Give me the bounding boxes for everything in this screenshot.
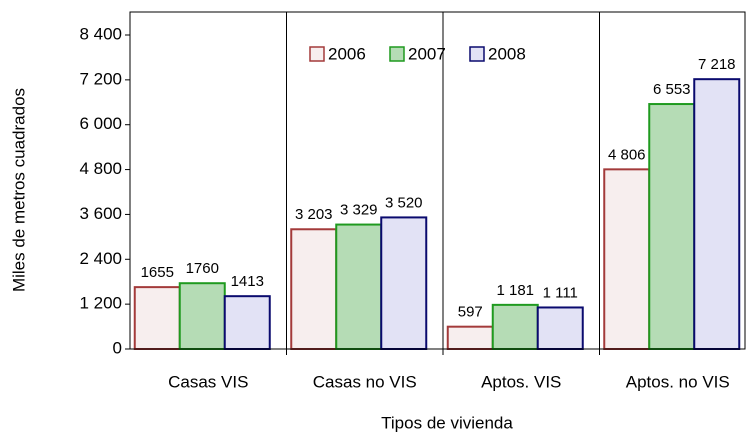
bar bbox=[536, 306, 584, 350]
y-tick-label: 8 400 bbox=[79, 24, 122, 43]
bar bbox=[693, 78, 741, 350]
value-label: 3 520 bbox=[385, 194, 423, 211]
value-label: 1 181 bbox=[496, 282, 534, 299]
value-label: 3 329 bbox=[340, 202, 378, 219]
y-tick-label: 6 000 bbox=[79, 114, 122, 133]
value-label: 1760 bbox=[186, 260, 219, 277]
bar bbox=[223, 295, 271, 351]
y-axis-title: Miles de metros cuadrados bbox=[9, 88, 28, 292]
legend-swatch bbox=[309, 46, 325, 62]
value-label: 1655 bbox=[141, 264, 174, 281]
value-label: 3 203 bbox=[295, 206, 333, 223]
y-tick-label: 3 600 bbox=[79, 204, 122, 223]
x-tick-label: Aptos. VIS bbox=[481, 372, 561, 391]
bar bbox=[603, 168, 651, 350]
bar bbox=[133, 286, 181, 350]
bar bbox=[178, 282, 226, 351]
x-tick-label: Casas no VIS bbox=[313, 372, 417, 391]
x-tick-label: Casas VIS bbox=[168, 372, 248, 391]
y-tick-label: 4 800 bbox=[79, 159, 122, 178]
legend-label: 2007 bbox=[408, 44, 446, 63]
y-tick-label: 1 200 bbox=[79, 294, 122, 313]
x-axis-title: Tipos de vivienda bbox=[381, 413, 513, 432]
value-label: 1413 bbox=[231, 273, 264, 290]
bar bbox=[648, 103, 696, 350]
legend-swatch bbox=[469, 46, 485, 62]
bar bbox=[290, 228, 338, 351]
legend-label: 2008 bbox=[488, 44, 526, 63]
bar bbox=[335, 223, 383, 350]
bar bbox=[380, 216, 428, 350]
value-label: 1 111 bbox=[543, 284, 578, 301]
bar bbox=[446, 325, 494, 350]
x-tick-label: Aptos. no VIS bbox=[626, 372, 730, 391]
y-tick-label: 2 400 bbox=[79, 249, 122, 268]
value-label: 597 bbox=[458, 304, 483, 321]
value-label: 6 553 bbox=[653, 81, 691, 98]
value-label: 7 218 bbox=[698, 56, 736, 73]
bar bbox=[491, 303, 539, 350]
y-tick-label: 7 200 bbox=[79, 69, 122, 88]
legend-swatch bbox=[389, 46, 405, 62]
value-label: 4 806 bbox=[608, 146, 646, 163]
legend-label: 2006 bbox=[328, 44, 366, 63]
y-tick-label: 0 bbox=[113, 338, 122, 357]
